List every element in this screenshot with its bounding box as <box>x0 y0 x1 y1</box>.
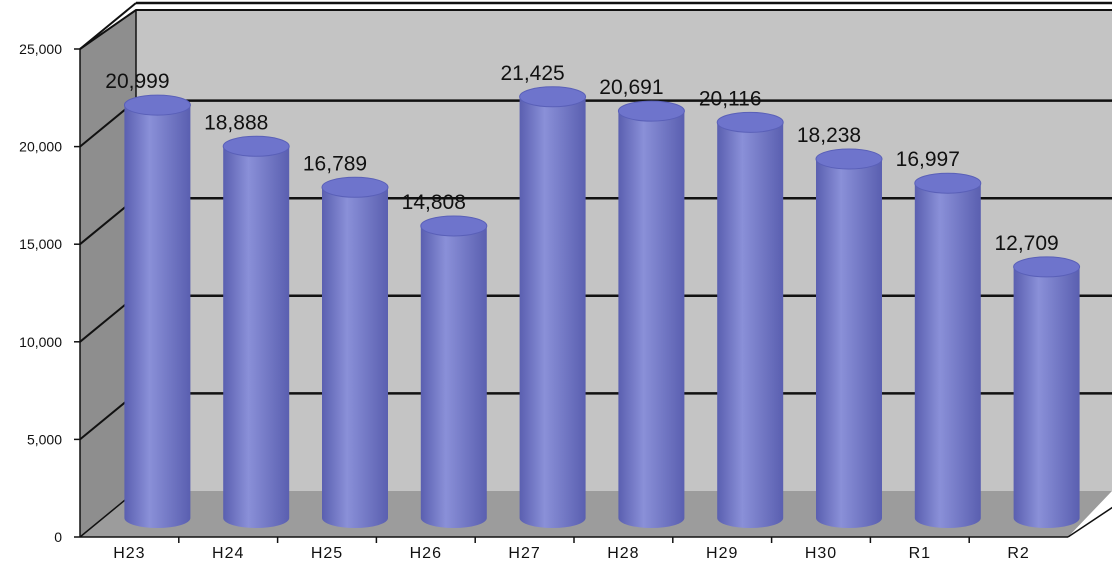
data-label: 20,691 <box>599 76 663 99</box>
y-tick-label: 20,000 <box>19 139 62 155</box>
y-axis-tick-labels: 0 5,000 10,000 15,000 20,000 25,000 <box>19 41 62 545</box>
x-tick-label: H24 <box>212 545 244 562</box>
x-tick-label: H23 <box>113 545 145 562</box>
x-tick-label: R2 <box>1007 545 1029 562</box>
data-label: 16,997 <box>896 148 960 171</box>
bar <box>716 111 784 528</box>
data-label: 12,709 <box>994 232 1058 255</box>
bar-body <box>1013 266 1080 528</box>
x-tick-label: H26 <box>410 545 442 562</box>
y-tick-label: 15,000 <box>19 236 62 252</box>
bar-body <box>914 183 981 528</box>
bar <box>519 86 587 528</box>
bars <box>123 86 1081 528</box>
bar <box>617 100 685 528</box>
x-tick-label: H30 <box>805 545 837 562</box>
data-label: 18,238 <box>797 124 861 147</box>
bar-body <box>223 146 290 528</box>
bar-body <box>816 158 882 528</box>
x-axis-tick-labels: H23 H24 H25 H26 H27 H28 H29 H30 R1 R2 <box>113 545 1029 562</box>
axes <box>74 48 1112 543</box>
floor-right-edge <box>1067 506 1112 538</box>
bar <box>914 172 982 528</box>
data-label: 16,789 <box>303 152 367 175</box>
bar-body <box>420 225 487 528</box>
y-tick-label: 5,000 <box>27 431 62 447</box>
data-label: 20,116 <box>699 87 762 110</box>
data-label: 18,888 <box>204 111 268 134</box>
bar <box>222 135 290 528</box>
bar-top <box>716 111 784 133</box>
bar-top <box>321 176 389 198</box>
x-tick-label: H27 <box>508 545 540 562</box>
bar-top <box>420 215 488 237</box>
bar-body <box>618 111 685 528</box>
bar-top <box>123 94 191 116</box>
gridline-side <box>79 2 137 50</box>
bar-top <box>222 135 290 157</box>
data-labels: 20,999 18,888 16,789 14,808 21,425 20,691 20,1… <box>105 62 1058 255</box>
bar-body <box>519 96 586 528</box>
x-tick-label: H28 <box>607 545 639 562</box>
bar-top <box>1013 256 1081 278</box>
bar <box>1013 256 1081 528</box>
bar-top <box>617 100 685 122</box>
bar-body <box>124 105 191 528</box>
y-tick-label: 10,000 <box>19 334 62 350</box>
data-label: 20,999 <box>105 70 169 93</box>
x-tick-label: H29 <box>706 545 738 562</box>
y-tick-label: 0 <box>54 529 62 545</box>
bar-top <box>519 86 587 108</box>
bar-top <box>914 172 982 194</box>
y-tick-label: 25,000 <box>19 41 62 57</box>
data-label: 21,425 <box>500 62 564 85</box>
x-tick-label: H25 <box>311 545 343 562</box>
x-tick-label: R1 <box>909 545 931 562</box>
bar-top <box>815 148 883 170</box>
bar <box>420 215 488 528</box>
bar <box>123 94 191 528</box>
bar <box>321 176 389 528</box>
bar-body <box>322 187 388 528</box>
bar <box>815 148 883 528</box>
bar-body <box>717 122 784 528</box>
data-label: 14,808 <box>402 191 466 214</box>
